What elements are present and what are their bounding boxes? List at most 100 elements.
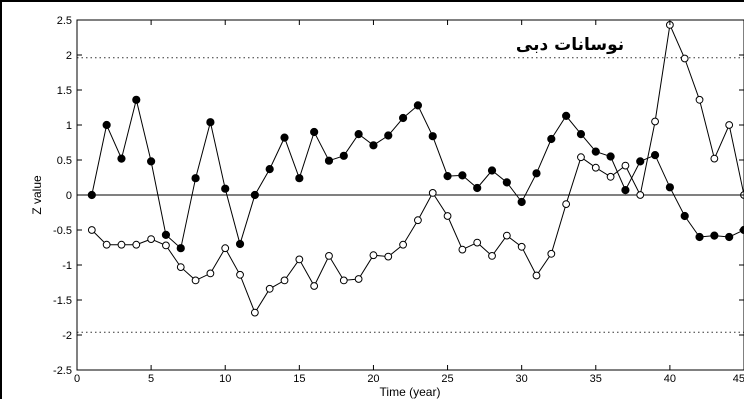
y-tick-label: -2 (62, 330, 72, 342)
data-point (562, 200, 571, 209)
data-point (87, 226, 96, 234)
data-point (547, 249, 556, 258)
data-point (102, 240, 111, 249)
data-point (176, 263, 185, 272)
series-2 (87, 21, 744, 317)
data-point (132, 240, 141, 249)
data-point (324, 156, 334, 165)
x-axis-label: Time (year) (380, 385, 441, 399)
data-point (384, 252, 393, 261)
data-point (280, 276, 289, 285)
x-tick-label: 35 (590, 373, 602, 385)
data-point (265, 284, 274, 293)
data-point (695, 232, 704, 242)
data-point (725, 121, 734, 129)
data-point (310, 127, 319, 137)
y-tick-label: 1.5 (57, 85, 72, 97)
data-point (606, 172, 615, 181)
y-tick-label: -0.5 (53, 225, 72, 237)
chart-title: نوسانات دبی (516, 35, 624, 55)
data-point (117, 240, 126, 249)
data-point (487, 166, 497, 175)
x-tick-label: 40 (664, 373, 676, 385)
series-group (87, 21, 744, 317)
x-tick-label: 30 (516, 373, 528, 385)
data-point (339, 276, 348, 285)
data-point (502, 178, 511, 187)
data-point (636, 157, 645, 166)
data-point (650, 151, 660, 160)
data-point (532, 271, 541, 280)
y-tick-label: 0.5 (57, 155, 72, 167)
data-point (488, 252, 496, 260)
data-point (235, 239, 245, 249)
x-tick-label: 10 (219, 373, 231, 385)
data-point (517, 242, 526, 251)
data-point (517, 197, 526, 207)
data-point (87, 190, 96, 200)
y-tick-label: 1 (66, 120, 72, 132)
data-point (591, 147, 600, 156)
x-tick-label: 45 (733, 373, 744, 385)
data-point (369, 251, 378, 260)
y-tick-label: -1.5 (53, 295, 72, 307)
data-point (354, 275, 363, 283)
data-point (162, 241, 170, 250)
data-point (236, 270, 244, 279)
data-point (176, 244, 185, 253)
data-point (577, 153, 585, 162)
y-tick-label: -2.5 (53, 365, 72, 377)
data-point (710, 231, 719, 240)
data-point (428, 132, 437, 141)
x-tick-label: 5 (148, 373, 154, 385)
axis-ticks: 0 5 10 15 20 25 30 35 40 45 2.5 2 1.5 1 0.5 0 -0.5 -1 -1.5… (53, 15, 744, 385)
y-tick-label: 2 (66, 50, 72, 62)
data-point (680, 54, 689, 63)
x-tick-label: 15 (293, 373, 305, 385)
data-point (310, 282, 319, 290)
data-point (651, 117, 659, 126)
data-point (206, 118, 215, 127)
data-point (458, 245, 467, 254)
y-tick-label: -1 (62, 260, 72, 272)
data-point (384, 131, 393, 140)
data-point (414, 216, 422, 225)
data-point (532, 169, 541, 178)
data-point (547, 134, 556, 144)
y-axis-label: Z value (30, 175, 44, 215)
data-point (280, 133, 289, 142)
x-tick-label: 20 (367, 373, 379, 385)
data-point (458, 171, 467, 180)
data-point (147, 235, 156, 244)
data-point (191, 174, 200, 183)
data-point (576, 130, 586, 139)
data-point (398, 113, 408, 123)
data-point (339, 151, 348, 160)
series-1 (87, 95, 744, 253)
data-point (206, 269, 215, 278)
data-point (591, 163, 600, 172)
data-point (606, 152, 615, 161)
data-point (147, 157, 156, 166)
data-point (191, 276, 200, 285)
data-point (221, 244, 230, 253)
data-point (265, 165, 274, 174)
data-point (369, 141, 378, 150)
data-point (399, 240, 407, 249)
data-point (295, 255, 304, 264)
y-tick-label: 0 (66, 190, 72, 202)
data-point (295, 174, 304, 183)
y-tick-label: 2.5 (57, 15, 72, 27)
data-point (102, 120, 111, 130)
data-point (473, 183, 482, 193)
data-point (473, 238, 482, 247)
data-point (665, 183, 674, 192)
data-point (621, 161, 630, 170)
data-point (161, 230, 171, 239)
data-point (117, 154, 126, 163)
data-point (725, 232, 734, 242)
data-point (710, 154, 719, 163)
x-tick-label: 25 (441, 373, 453, 385)
data-point (428, 189, 437, 197)
